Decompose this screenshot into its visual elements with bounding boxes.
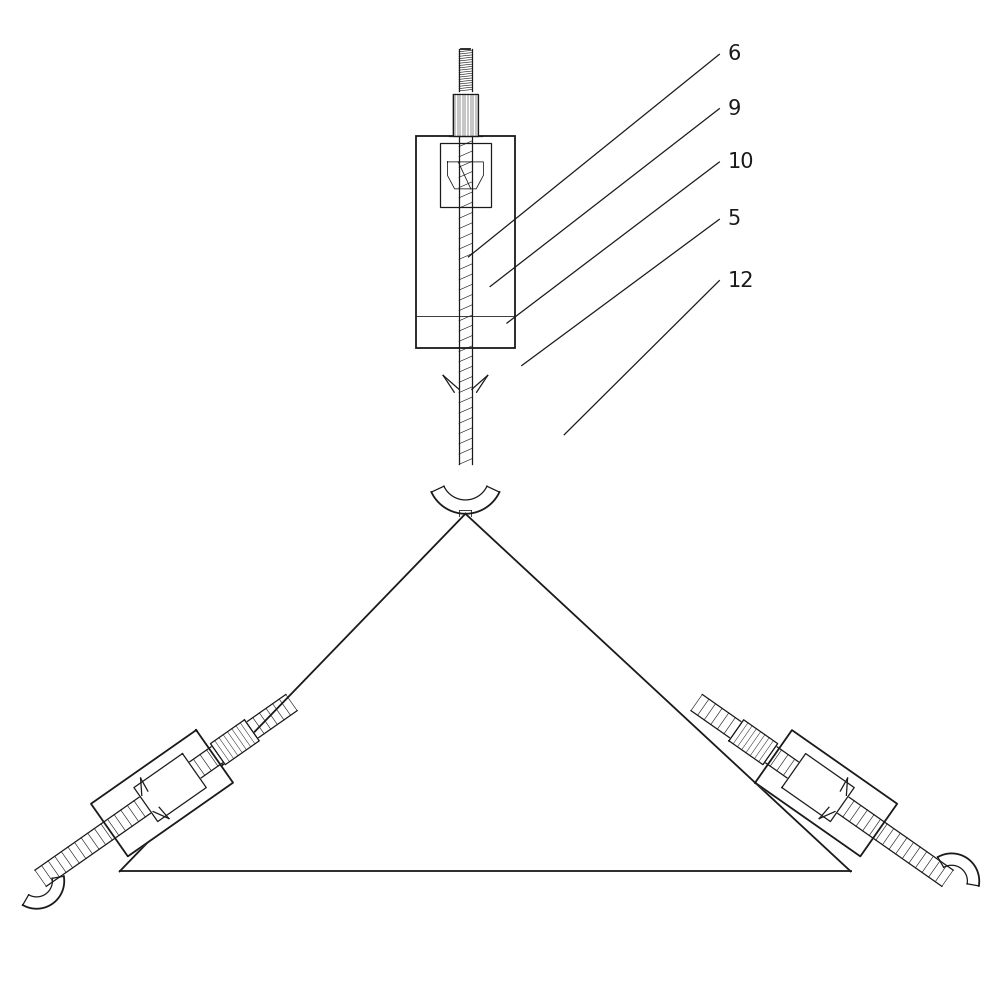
Text: 6: 6 [727,44,741,64]
Bar [453,94,478,136]
Bar [416,136,515,348]
Polygon shape [447,162,483,189]
Polygon shape [782,754,854,822]
Polygon shape [210,720,259,765]
Polygon shape [755,730,897,857]
Bar [440,143,491,207]
Polygon shape [91,730,233,857]
Text: 5: 5 [727,209,740,229]
Text: 10: 10 [727,152,754,172]
Text: 12: 12 [727,271,754,290]
Text: 9: 9 [727,99,741,119]
Polygon shape [134,754,206,822]
Polygon shape [729,720,778,765]
